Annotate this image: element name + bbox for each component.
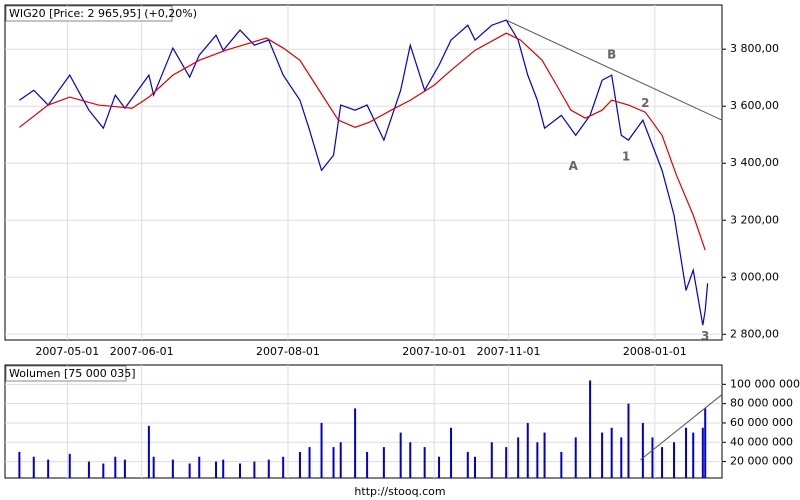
title-box — [5, 365, 127, 382]
volume-bar — [692, 432, 695, 478]
volume-bar — [114, 456, 117, 478]
volume-bar — [282, 456, 285, 478]
x-tick-label: 2007-05-01 — [35, 345, 99, 358]
price-title: WIG20 [Price: 2 965,95] (+0,20%) — [9, 7, 197, 20]
title-box — [5, 5, 173, 22]
volume-bar — [651, 437, 654, 478]
volume-bar — [339, 442, 342, 478]
volume-bar — [399, 432, 402, 478]
x-tick-label: 2008-01-01 — [623, 345, 687, 358]
volume-bar — [68, 453, 71, 478]
trend-line — [505, 19, 723, 121]
volume-bar — [685, 427, 688, 478]
volume-bar — [87, 461, 90, 478]
volume-bar — [601, 432, 604, 478]
price-panel-frame — [4, 4, 723, 341]
volume-bar — [320, 422, 323, 478]
volume-bar — [409, 442, 412, 478]
volume-bar — [382, 447, 385, 478]
volume-bar — [253, 461, 256, 478]
volume-bar — [354, 408, 357, 478]
volume-bar — [701, 427, 704, 478]
y-tick-label: 3 000,00 — [730, 270, 779, 283]
volume-bar — [188, 463, 191, 478]
volume-bar — [490, 442, 493, 478]
volume-bar — [239, 463, 242, 478]
volume-bar — [18, 451, 21, 478]
plot-layer: 2007-05-01 2007-06-01 2007-08-01 2007-10-01… — [5, 5, 800, 478]
volume-bar — [536, 442, 539, 478]
volume-bar — [474, 456, 477, 478]
volume-bar — [610, 427, 613, 478]
volume-bar — [517, 437, 520, 478]
volume-bar — [366, 451, 369, 478]
y-tick-label: 60 000 000 — [730, 416, 793, 429]
y-tick-label: 3 600,00 — [730, 99, 779, 112]
y-tick-label: 40 000 000 — [730, 435, 793, 448]
x-tick-label: 2007-10-01 — [402, 345, 466, 358]
volume-bar — [267, 459, 270, 478]
y-tick-label: 100 000 000 — [730, 377, 800, 390]
volume-title: Wolumen [75 000 035] — [9, 367, 136, 380]
volume-bar — [620, 437, 623, 478]
volume-bar — [589, 380, 592, 478]
volume-bar — [543, 432, 546, 478]
volume-bar — [704, 408, 707, 478]
volume-bar — [198, 456, 201, 478]
volume-bar — [438, 456, 441, 478]
price-line — [19, 32, 706, 251]
volume-bar — [505, 447, 508, 478]
volume-bar — [32, 456, 35, 478]
x-tick-label: 2007-06-01 — [110, 345, 174, 358]
volume-bar — [423, 447, 426, 478]
volume-bar — [661, 447, 664, 478]
y-tick-label: 20 000 000 — [730, 455, 793, 468]
volume-bar — [560, 451, 563, 478]
volume-bar — [332, 447, 335, 478]
annotation: B — [607, 48, 616, 62]
volume-panel-frame — [4, 364, 723, 479]
volume-bar — [450, 427, 453, 478]
volume-bar — [466, 451, 469, 478]
y-tick-label: 3 800,00 — [730, 42, 779, 55]
y-tick-label: 3 200,00 — [730, 213, 779, 226]
x-tick-label: 2007-11-01 — [477, 345, 541, 358]
annotation: 1 — [622, 150, 630, 164]
annotation: A — [569, 159, 579, 173]
y-tick-label: 2 800,00 — [730, 327, 779, 340]
volume-bar — [627, 403, 630, 478]
volume-bar — [123, 459, 126, 478]
volume-bar — [526, 422, 529, 478]
volume-bar — [215, 461, 218, 478]
y-tick-label: 3 400,00 — [730, 156, 779, 169]
volume-bar — [574, 437, 577, 478]
volume-bar — [673, 442, 676, 478]
volume-bar — [308, 447, 311, 478]
price-line — [19, 19, 709, 326]
y-tick-label: 80 000 000 — [730, 397, 793, 410]
annotation: 3 — [701, 329, 709, 343]
volume-bar — [641, 422, 644, 478]
volume-bar — [222, 459, 225, 478]
annotation: 2 — [641, 96, 649, 110]
footer: http://stooq.com — [354, 485, 445, 498]
volume-bar — [152, 456, 155, 478]
volume-bar — [171, 459, 174, 478]
volume-bar — [102, 463, 105, 478]
trend-line — [640, 394, 723, 461]
volume-bar — [147, 425, 150, 478]
volume-bar — [298, 451, 301, 478]
x-tick-label: 2007-08-01 — [256, 345, 320, 358]
volume-bar — [47, 459, 50, 478]
